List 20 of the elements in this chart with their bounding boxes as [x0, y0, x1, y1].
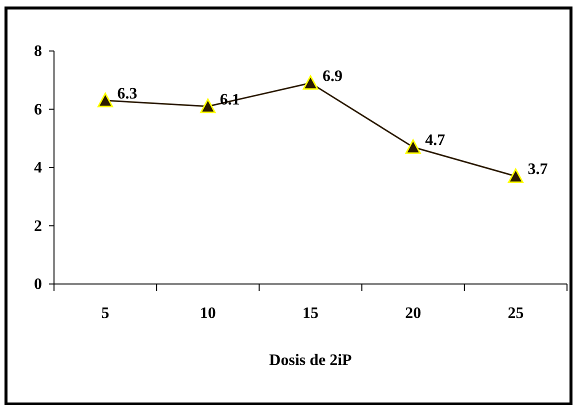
y-tick-label: 2 — [34, 218, 42, 235]
point — [98, 92, 114, 108]
data-label: 6.9 — [322, 68, 342, 86]
x-tick-label: 25 — [508, 305, 524, 322]
x-tick-label: 10 — [200, 305, 216, 322]
x-axis-title: Dosis de 2iP — [269, 352, 352, 369]
point — [200, 98, 216, 114]
data-label: 4.7 — [425, 132, 446, 150]
x-tick-label: 15 — [302, 305, 318, 322]
y-tick-label: 8 — [34, 43, 42, 60]
x-tick-label: 5 — [101, 305, 110, 322]
point — [405, 139, 421, 154]
data-label: 6.3 — [117, 86, 138, 103]
x-tick-label: 20 — [405, 305, 422, 322]
y-tick-label: 4 — [34, 160, 42, 176]
y-tick-label: 0 — [34, 276, 42, 293]
data-label: 3.7 — [528, 161, 548, 178]
point — [508, 168, 524, 183]
point — [302, 75, 318, 90]
y-tick-label: 6 — [34, 101, 42, 118]
